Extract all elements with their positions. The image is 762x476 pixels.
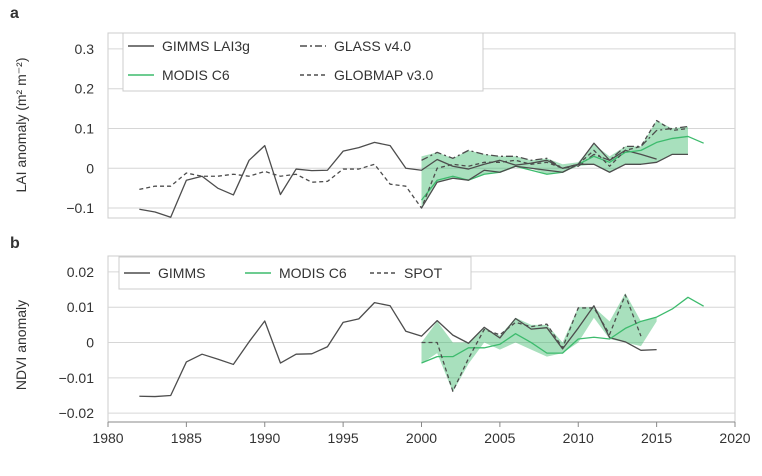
series-line-spot	[421, 294, 642, 392]
series-line-globmap-v3-0	[139, 119, 689, 209]
x-tick-label: 2000	[406, 430, 437, 446]
legend-label: MODIS C6	[162, 67, 230, 83]
x-tick-label: 2010	[563, 430, 594, 446]
y-tick-label: 0	[86, 335, 94, 351]
series-line-glass-v4-0	[421, 125, 689, 169]
y-axis-label: LAI anomaly (m² m⁻²)	[13, 58, 29, 193]
x-tick-label: 2005	[484, 430, 515, 446]
panel-b: −0.02 −0.01 0 0.01 0.02 b NDVI anomaly GIMMS MOD…	[10, 235, 736, 423]
legend-box	[118, 256, 472, 290]
legend-label: GLASS v4.0	[334, 38, 411, 54]
y-tick-label: 0.3	[75, 41, 95, 57]
x-tick-label: 2020	[719, 430, 750, 446]
x-tick-label: 1980	[92, 430, 123, 446]
uncertainty-band	[421, 293, 657, 392]
x-axis: 1980 1985 1990 1995 2000 2005 2010 2015 2020	[92, 421, 751, 446]
series-line-envelope	[420, 153, 688, 209]
legend-box	[122, 32, 484, 92]
panel-label: a	[10, 5, 19, 22]
y-tick-label: 0.2	[75, 81, 95, 97]
y-axis-label: NDVI anomaly	[13, 300, 29, 390]
legend-label: GIMMS LAI3g	[162, 38, 250, 54]
legend-label: GIMMS	[158, 265, 205, 281]
series-line-gimms-lai3g	[139, 141, 657, 218]
y-tick-label: −0.01	[59, 370, 95, 386]
y-tick-label: −0.1	[66, 200, 94, 216]
x-tick-label: 2015	[641, 430, 672, 446]
legend-label: MODIS C6	[279, 265, 347, 281]
y-tick-label: 0.1	[75, 120, 95, 136]
panel-a: −0.1 0 0.1 0.2 0.3 a LAI anomaly (m² m⁻²) GIMMS…	[10, 5, 736, 219]
legend-label: GLOBMAP v3.0	[334, 67, 434, 83]
x-tick-label: 1985	[171, 430, 202, 446]
y-tick-label: 0	[86, 160, 94, 176]
y-tick-label: −0.02	[59, 405, 95, 421]
x-tick-label: 1995	[328, 430, 359, 446]
panel-label: b	[10, 235, 20, 252]
series-line-modis-c6	[421, 296, 704, 364]
series-line-gimms	[139, 301, 657, 398]
x-tick-label: 1990	[249, 430, 280, 446]
y-tick-label: 0.01	[67, 299, 94, 315]
legend-label: SPOT	[404, 265, 443, 281]
y-tick-label: 0.02	[67, 264, 94, 280]
